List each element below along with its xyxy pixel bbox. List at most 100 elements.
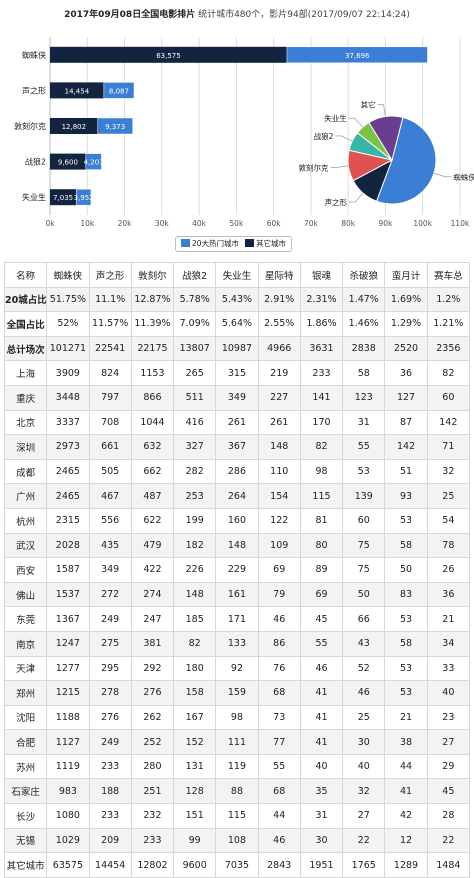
table-cell: 5.78%: [173, 286, 217, 313]
table-cell: 28: [426, 803, 471, 829]
table-cell: 34: [426, 630, 471, 657]
table-cell: 131: [173, 753, 217, 780]
table-cell: 10987: [215, 335, 259, 362]
row-label-cell: 武汉: [3, 532, 48, 559]
table-cell: 142: [426, 409, 471, 436]
table-cell: 81: [299, 507, 344, 534]
table-cell: 479: [130, 532, 175, 559]
table-cell: 89: [299, 557, 344, 583]
table-row: 苏州 1119 233 280 131 119 55 40 40 44 29: [3, 753, 471, 780]
table-cell: 824: [88, 360, 132, 386]
table-cell: 12: [384, 827, 428, 854]
table-cell: 152: [173, 729, 217, 755]
table-cell: 12802: [130, 852, 175, 878]
table-row: 20城占比 51.75% 11.1% 12.87% 5.78% 5.43% 2.91% 2.3…: [3, 286, 471, 313]
table-cell: 278: [88, 680, 132, 706]
table-cell: 327: [173, 434, 217, 460]
table-cell: 45: [426, 778, 471, 805]
table-cell: 1537: [46, 581, 90, 608]
table-cell: 141: [299, 384, 344, 411]
table-cell: 76: [257, 655, 301, 682]
pie-leader-line: [348, 117, 363, 128]
table-cell: 122: [257, 507, 301, 534]
table-cell: 262: [130, 704, 175, 731]
table-cell: 349: [88, 557, 132, 583]
table-cell: 1484: [426, 852, 471, 878]
row-label-cell: 重庆: [3, 384, 48, 411]
x-tick-label: 80k: [341, 219, 356, 228]
row-label-cell: 合肥: [3, 729, 48, 755]
table-cell: 23: [426, 704, 471, 731]
table-row: 东莞 1367 249 247 185 171 46 45 66 53 21: [3, 606, 471, 632]
table-cell: 60: [426, 384, 471, 411]
table-cell: 40: [299, 753, 344, 780]
table-cell: 2028: [46, 532, 90, 559]
table-cell: 55: [257, 753, 301, 780]
table-cell: 5.43%: [215, 286, 259, 313]
legend-label-hot: 20大热门城市: [192, 239, 240, 248]
x-tick-label: 60k: [267, 219, 282, 228]
row-label-cell: 沈阳: [3, 704, 48, 731]
table-cell: 30: [299, 827, 344, 854]
table-cell: 272: [88, 581, 132, 608]
chart-title: 2017年09月08日全国电影排片 统计城市480个，影片94部(2017/09…: [0, 7, 474, 20]
table-cell: 29: [426, 753, 471, 780]
table-cell: 1188: [46, 704, 90, 731]
row-label-cell: 西安: [3, 557, 48, 583]
table-cell: 58: [384, 532, 428, 559]
row-label-cell: 成都: [3, 458, 48, 485]
table-cell: 249: [88, 729, 132, 755]
table-cell: 50: [384, 557, 428, 583]
table-cell: 31: [342, 409, 386, 436]
pie-slice-label: 蜘蛛侠: [453, 172, 474, 182]
legend-swatch-other: [245, 239, 255, 247]
header-cell: 战狼2: [173, 262, 217, 288]
table-cell: 226: [173, 557, 217, 583]
table-cell: 2520: [384, 335, 428, 362]
table-cell: 115: [215, 803, 259, 829]
chart-legend[interactable]: 20大热门城市 其它城市: [175, 236, 293, 252]
table-cell: 30: [342, 729, 386, 755]
table-cell: 422: [130, 557, 175, 583]
row-label-cell: 苏州: [3, 753, 48, 780]
row-label-cell: 南京: [3, 630, 48, 657]
row-label-cell: 长沙: [3, 803, 48, 829]
table-cell: 161: [215, 581, 259, 608]
table-cell: 797: [88, 384, 132, 411]
table-cell: 276: [130, 680, 175, 706]
table-cell: 866: [130, 384, 175, 411]
table-cell: 2838: [342, 335, 386, 362]
table-cell: 40: [426, 680, 471, 706]
table-cell: 151: [173, 803, 217, 829]
table-cell: 41: [299, 680, 344, 706]
bar-data-label: 9,600: [58, 159, 78, 167]
pie-leader-line: [433, 172, 452, 178]
table-cell: 1951: [299, 852, 344, 878]
table-cell: 251: [130, 778, 175, 805]
table-cell: 622: [130, 507, 175, 534]
table-row: 北京 3337 708 1044 416 261 261 170 31 87 142: [3, 409, 471, 436]
legend-item-other[interactable]: 其它城市: [245, 239, 286, 248]
table-cell: 1367: [46, 606, 90, 632]
row-label-cell: 总计场次: [3, 335, 48, 362]
table-cell: 5.64%: [215, 311, 259, 337]
title-sub: 统计城市480个，影片94部(2017/09/07 22:14:24): [198, 10, 410, 20]
table-cell: 487: [130, 483, 175, 509]
table-cell: 381: [130, 630, 175, 657]
table-cell: 82: [299, 434, 344, 460]
header-cell: 敦刻尔: [130, 262, 175, 288]
table-cell: 82: [173, 630, 217, 657]
table-cell: 467: [88, 483, 132, 509]
table-cell: 139: [342, 483, 386, 509]
table-cell: 3631: [299, 335, 344, 362]
table-cell: 171: [215, 606, 259, 632]
table-cell: 14454: [88, 852, 132, 878]
row-label-cell: 无锡: [3, 827, 48, 854]
legend-item-hot[interactable]: 20大热门城市: [181, 239, 239, 248]
table-cell: 11.57%: [88, 311, 132, 337]
header-cell: 声之形: [88, 262, 132, 288]
table-cell: 79: [257, 581, 301, 608]
bar-hot-cities: [286, 46, 428, 64]
table-cell: 9600: [173, 852, 217, 878]
x-tick-label: 30k: [155, 219, 170, 228]
